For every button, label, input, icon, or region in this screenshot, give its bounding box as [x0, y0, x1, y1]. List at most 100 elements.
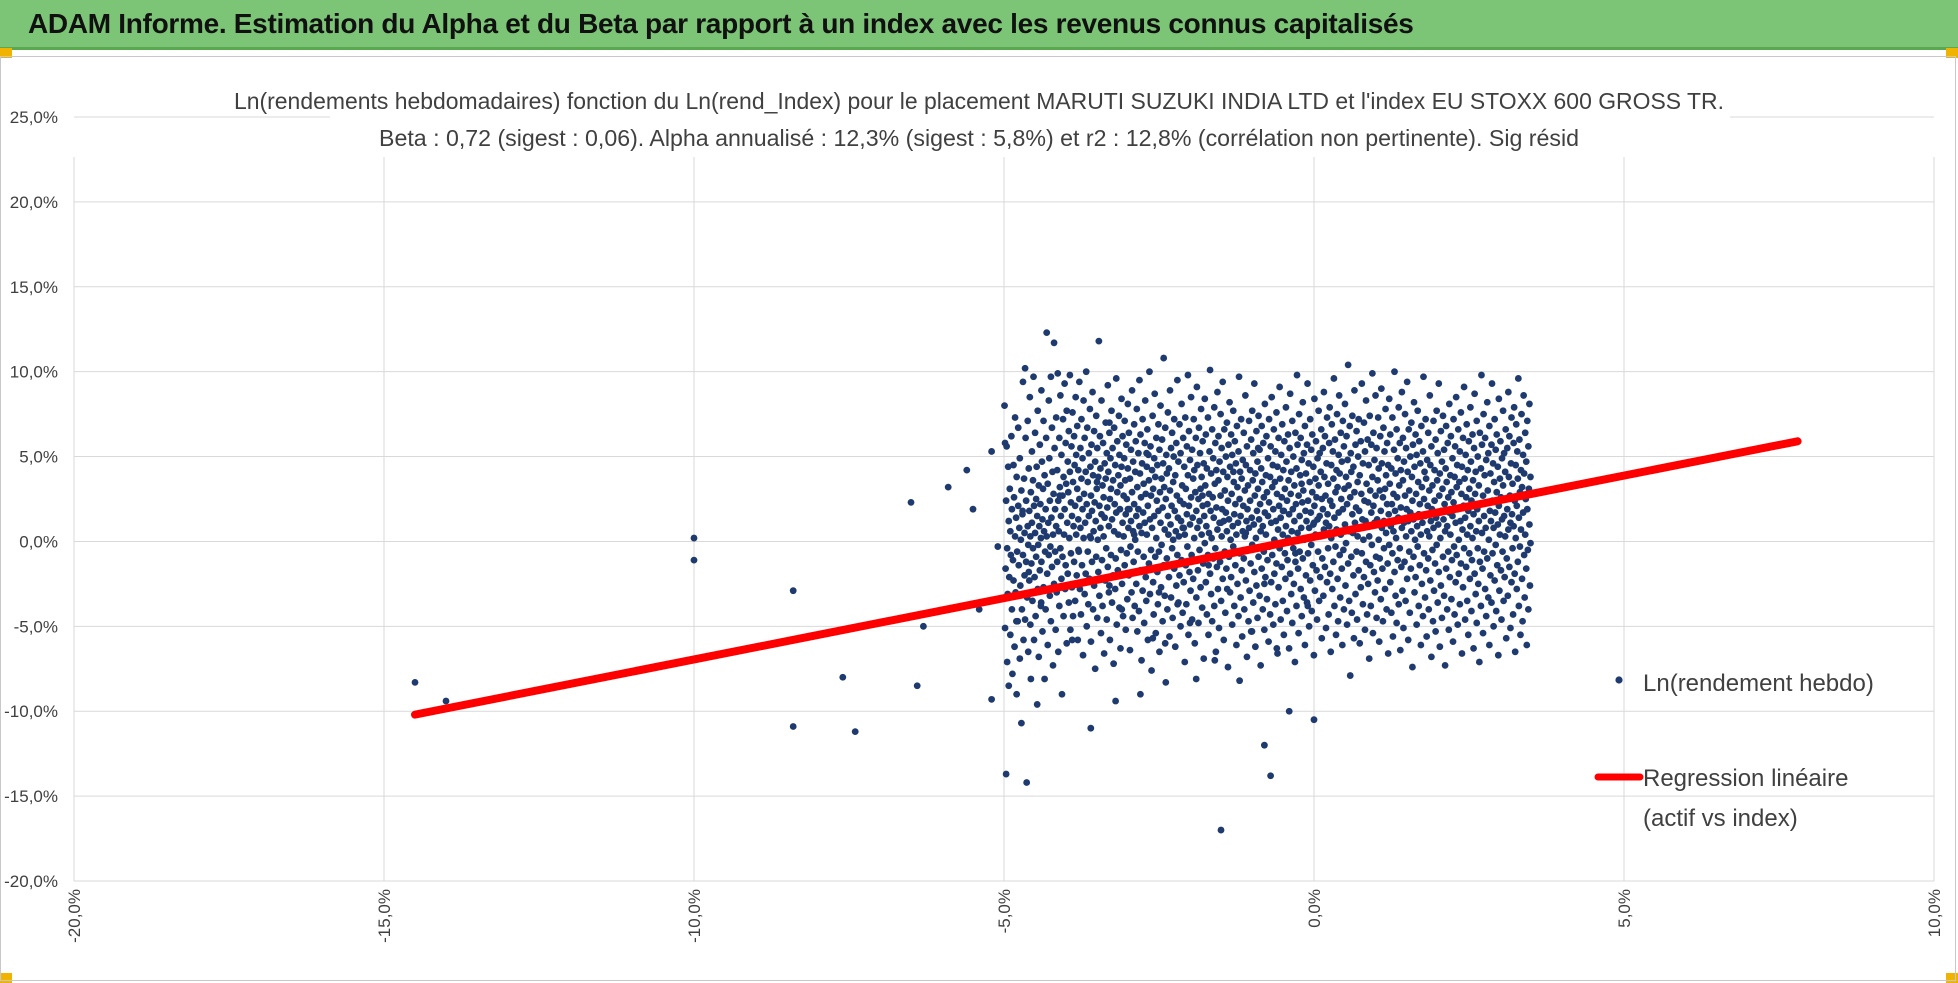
data-point: [1364, 580, 1372, 588]
data-point: [1181, 414, 1189, 421]
data-point: [1049, 531, 1057, 539]
data-point: [1130, 558, 1138, 566]
data-point: [1060, 473, 1067, 481]
data-point: [1475, 517, 1483, 525]
data-point: [1123, 549, 1131, 557]
data-point: [1026, 532, 1034, 540]
data-point: [1443, 522, 1451, 530]
data-point: [1434, 599, 1442, 606]
data-point: [1071, 597, 1079, 605]
data-point: [1455, 478, 1463, 486]
data-point: [1247, 628, 1255, 635]
data-point: [1495, 395, 1503, 403]
data-point: [1332, 488, 1339, 496]
data-point: [1217, 410, 1224, 418]
data-point: [1367, 441, 1375, 449]
data-point: [1338, 458, 1346, 466]
data-point: [1149, 412, 1157, 420]
data-point: [1124, 524, 1132, 532]
data-point: [1142, 597, 1150, 605]
data-point: [1133, 483, 1141, 491]
data-point: [1216, 458, 1223, 466]
data-point: [1185, 502, 1193, 510]
data-point: [1353, 616, 1361, 623]
data-point: [1224, 497, 1232, 505]
data-point: [1290, 482, 1298, 489]
data-point: [1159, 617, 1167, 625]
data-point: [1329, 475, 1337, 483]
data-point: [1527, 539, 1534, 547]
data-point: [1202, 431, 1210, 438]
data-point: [1120, 532, 1128, 540]
data-point: [1239, 456, 1247, 464]
data-point: [1205, 561, 1212, 569]
data-point: [1475, 482, 1483, 489]
data-point: [1283, 458, 1290, 466]
data-point: [1355, 566, 1363, 574]
data-point: [1158, 541, 1165, 549]
data-point: [1087, 492, 1095, 500]
data-point: [1259, 522, 1267, 530]
data-point: [1405, 548, 1413, 556]
data-point: [1022, 558, 1030, 566]
data-point: [1072, 393, 1080, 401]
data-point: [1272, 517, 1280, 525]
data-point: [1240, 555, 1248, 562]
data-point: [1165, 573, 1173, 581]
data-point: [1480, 548, 1488, 556]
data-point: [1008, 605, 1016, 613]
data-point: [963, 466, 971, 474]
data-point: [1074, 466, 1082, 474]
data-point: [1078, 415, 1085, 423]
data-point: [1439, 412, 1447, 420]
data-point: [1160, 483, 1168, 491]
data-point: [1399, 587, 1406, 595]
data-point: [1089, 388, 1096, 396]
data-point: [1484, 487, 1492, 494]
data-point: [1086, 532, 1094, 540]
data-point: [1416, 459, 1424, 467]
data-point: [1052, 414, 1060, 421]
data-point: [1251, 492, 1259, 500]
data-point: [1169, 536, 1177, 544]
data-point: [1524, 605, 1532, 613]
chart-frame: [0, 56, 1956, 981]
data-point: [1195, 424, 1203, 432]
data-point: [1021, 572, 1028, 579]
data-point: [1396, 646, 1404, 654]
data-point: [1480, 512, 1488, 520]
data-point: [1227, 573, 1235, 581]
data-point: [1148, 466, 1156, 474]
data-point: [1084, 478, 1092, 486]
data-point: [1486, 507, 1494, 515]
data-point: [1147, 492, 1155, 500]
data-point: [1340, 605, 1348, 613]
data-point: [1158, 475, 1165, 483]
data-point: [1186, 521, 1194, 528]
data-point: [1361, 448, 1369, 455]
data-point: [1103, 449, 1111, 457]
data-point: [1434, 449, 1442, 457]
data-point: [1385, 510, 1393, 518]
data-point: [1143, 531, 1151, 539]
data-point: [1397, 563, 1405, 571]
data-point: [1336, 551, 1344, 559]
data-point: [1512, 461, 1520, 469]
data-point: [1136, 470, 1144, 477]
data-point: [1005, 682, 1013, 690]
data-point: [1242, 577, 1250, 584]
data-point: [1245, 417, 1253, 425]
data-point: [1176, 572, 1183, 579]
data-point: [1340, 442, 1348, 450]
data-point: [1394, 454, 1402, 462]
data-point: [1069, 478, 1077, 486]
data-point: [1085, 449, 1093, 457]
data-point: [1510, 439, 1518, 447]
data-point: [1224, 473, 1231, 481]
data-point: [1189, 475, 1197, 483]
data-point: [1321, 473, 1328, 481]
data-point: [1456, 517, 1464, 525]
data-point: [1054, 369, 1062, 377]
data-point: [1106, 429, 1113, 437]
data-point: [1151, 390, 1159, 398]
